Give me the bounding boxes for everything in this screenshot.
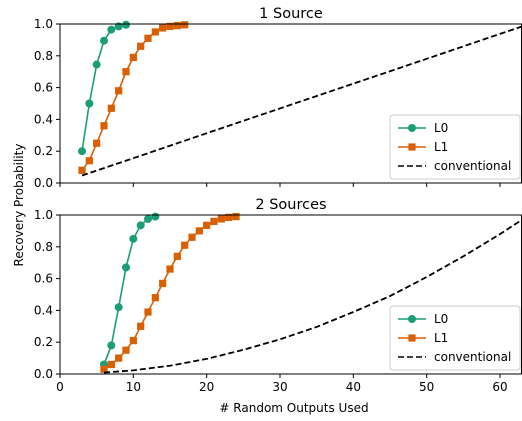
- legend-label: conventional: [434, 159, 511, 173]
- data-point-l1: [144, 34, 152, 42]
- data-point-l1: [100, 365, 108, 373]
- x-tick-label: 10: [126, 380, 141, 394]
- data-point-l1: [137, 322, 145, 330]
- data-point-l1: [144, 308, 152, 316]
- data-point-l0: [114, 303, 123, 312]
- data-point-l1: [173, 21, 181, 30]
- data-point-l1: [115, 354, 123, 362]
- data-point-l1: [232, 212, 240, 221]
- data-point-l1: [85, 157, 93, 165]
- data-point-l1: [188, 233, 196, 241]
- x-tick-label: 40: [346, 380, 361, 394]
- data-point-l0: [129, 234, 138, 243]
- data-point-l1: [217, 215, 225, 223]
- series-line-conventional: [103, 219, 522, 374]
- data-point-l1: [137, 42, 145, 50]
- data-point-l1: [78, 166, 86, 174]
- legend: L0 L1 conventional: [389, 114, 521, 180]
- data-point-l0: [122, 20, 130, 29]
- data-point-l1: [107, 360, 115, 369]
- data-point-l1: [107, 104, 115, 112]
- legend-label: L0: [434, 312, 448, 326]
- y-tick-label: 1.0: [34, 17, 53, 31]
- y-tick-label: 0.0: [34, 176, 53, 190]
- data-point-l0: [85, 99, 94, 108]
- y-axis-label: Recovery Probability: [12, 144, 26, 267]
- y-tick-label: 1.0: [34, 208, 53, 222]
- data-point-l0: [92, 60, 101, 69]
- data-point-l1: [151, 294, 159, 302]
- y-tick-label: 0.8: [34, 49, 53, 63]
- data-point-l1: [173, 252, 181, 260]
- x-tick-label: 0: [56, 380, 64, 394]
- chart-panel-2: 2 Sources 0.0 0.2 0.4 0.6 0.8 1.0 0 10 20 30 40 50 60…: [34, 197, 522, 394]
- y-tick-label: 0.4: [34, 112, 53, 126]
- data-point-l1: [93, 139, 101, 147]
- legend: L0 L1 conventional: [389, 305, 521, 371]
- legend-label: L0: [434, 121, 448, 135]
- data-point-l1: [210, 217, 218, 225]
- x-tick-label: 20: [199, 380, 214, 394]
- data-point-l0: [136, 221, 145, 230]
- data-point-l0: [100, 36, 108, 45]
- x-tick-label: 50: [419, 380, 434, 394]
- data-point-l0: [151, 212, 160, 221]
- x-tick-label: 60: [492, 380, 507, 394]
- data-point-l1: [166, 22, 174, 30]
- legend-marker: [408, 124, 416, 132]
- data-point-l1: [195, 227, 203, 235]
- data-point-l1: [129, 53, 137, 61]
- y-tick-label: 0.2: [34, 144, 53, 158]
- legend-label: L1: [434, 140, 448, 154]
- legend-label: conventional: [434, 350, 511, 364]
- data-point-l0: [107, 25, 116, 34]
- y-tick-label: 0.2: [34, 335, 53, 349]
- data-point-l1: [122, 68, 130, 76]
- panel-title: 1 Source: [259, 6, 323, 22]
- data-point-l1: [129, 337, 137, 345]
- data-point-l1: [203, 221, 211, 229]
- data-point-l1: [181, 241, 189, 249]
- y-tick-label: 0.6: [34, 272, 53, 286]
- data-point-l0: [122, 263, 130, 272]
- data-point-l1: [181, 21, 189, 29]
- x-axis-label: # Random Outputs Used: [219, 401, 368, 415]
- y-tick-label: 0.6: [34, 81, 53, 95]
- data-point-l1: [166, 265, 174, 273]
- legend-box: [389, 305, 521, 371]
- data-point-l1: [151, 28, 159, 36]
- y-tick-label: 0.0: [34, 367, 53, 381]
- legend-marker: [408, 315, 416, 323]
- legend-label: L1: [434, 331, 448, 345]
- legend-marker: [408, 334, 416, 342]
- data-point-l1: [225, 213, 233, 221]
- data-point-l1: [115, 87, 123, 95]
- legend-marker: [408, 143, 416, 151]
- legend-box: [389, 114, 521, 180]
- x-tick-label: 30: [272, 380, 287, 394]
- plot-area: [100, 212, 522, 374]
- chart-panel-1: 1 Source 0.0 0.2 0.4 0.6 0.8 1.0 L0 L1 convention…: [34, 6, 522, 190]
- data-point-l1: [159, 24, 167, 32]
- series-line-conventional: [81, 25, 522, 177]
- y-tick-label: 0.8: [34, 240, 53, 254]
- data-point-l1: [100, 122, 108, 130]
- data-point-l1: [122, 346, 130, 354]
- data-point-l1: [159, 279, 167, 287]
- y-tick-label: 0.4: [34, 303, 53, 317]
- data-point-l0: [144, 214, 152, 223]
- data-point-l0: [78, 147, 86, 156]
- series-line-l1: [81, 23, 185, 171]
- series-line-l1: [103, 215, 237, 370]
- panel-title: 2 Sources: [255, 197, 326, 213]
- data-point-l0: [107, 341, 116, 350]
